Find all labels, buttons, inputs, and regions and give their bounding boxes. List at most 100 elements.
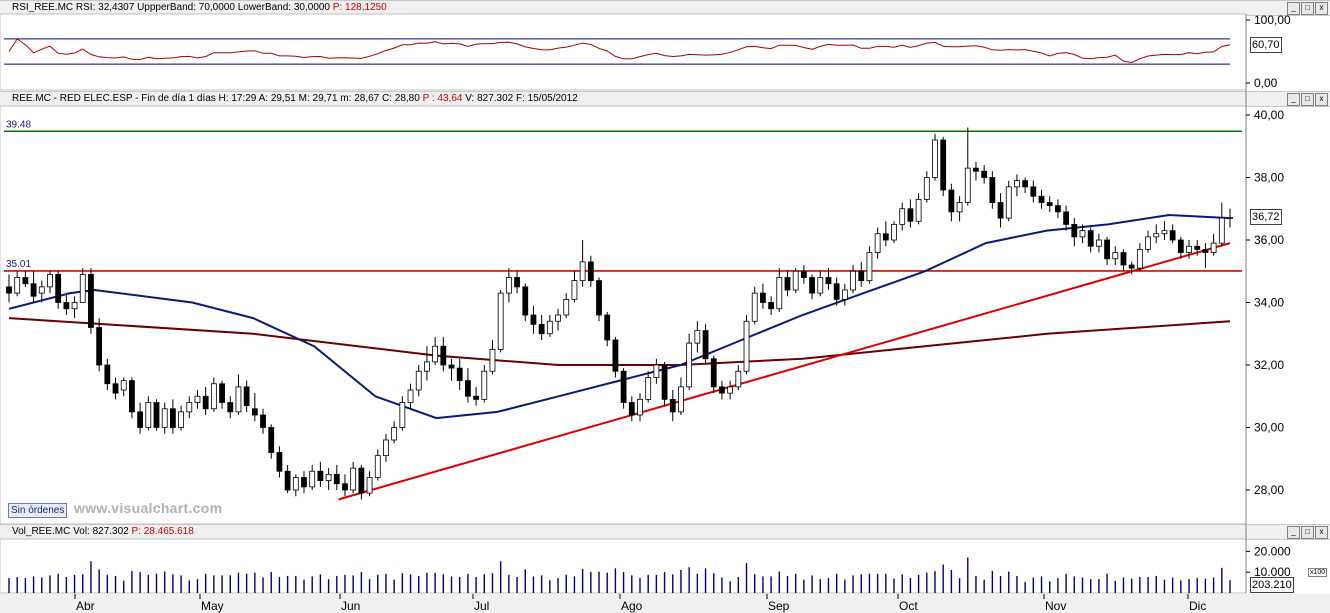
candle-up — [309, 470, 316, 488]
minimize-button[interactable]: _ — [1287, 93, 1300, 106]
price-window-controls: _ □ x — [1287, 93, 1328, 106]
rsi-current-value: 60,70 — [1250, 37, 1282, 53]
candle-up — [571, 280, 578, 300]
minimize-button[interactable]: _ — [1287, 2, 1300, 15]
price-current-value: 36,72 — [1250, 209, 1282, 225]
candlesticks — [6, 127, 1233, 500]
candle-up — [1153, 233, 1160, 238]
candle-up — [1112, 252, 1119, 260]
candle-down — [858, 270, 865, 282]
candle-down — [63, 302, 70, 310]
candle-up — [432, 345, 439, 363]
candle-down — [88, 273, 94, 328]
month-label: Jul — [474, 599, 489, 613]
candle-down — [833, 283, 840, 300]
maximize-button[interactable]: □ — [1301, 2, 1314, 15]
candle-down — [702, 330, 709, 360]
candle-down — [342, 483, 348, 491]
candle-up — [637, 398, 643, 416]
volume-tick-label: 10.000 — [1254, 565, 1291, 579]
candle-down — [202, 395, 209, 410]
candle-up — [489, 348, 496, 372]
candle-down — [940, 139, 947, 191]
candle-up — [1161, 230, 1168, 235]
candle-up — [391, 427, 398, 441]
candle-down — [1120, 252, 1127, 266]
month-label: Oct — [899, 599, 918, 613]
candle-down — [596, 280, 602, 316]
candle-up — [1095, 239, 1102, 247]
candle-up — [71, 302, 78, 310]
candle-down — [333, 473, 340, 485]
rsi-p-label: P: 128,1250 — [332, 2, 387, 13]
candle-up — [1218, 217, 1225, 244]
candle-down — [628, 402, 635, 416]
candle-down — [112, 383, 119, 394]
candle-down — [948, 189, 955, 213]
candle-down — [784, 277, 791, 291]
candle-up — [399, 402, 406, 428]
candle-down — [30, 283, 37, 297]
volume-scale-badge[interactable]: x100 — [1308, 568, 1328, 577]
candle-down — [800, 270, 807, 278]
candle-down — [137, 411, 144, 428]
month-label: Jun — [341, 599, 360, 613]
maximize-button[interactable]: □ — [1301, 93, 1314, 106]
candle-down — [473, 395, 479, 400]
close-button[interactable]: x — [1315, 526, 1328, 539]
candle-up — [964, 167, 971, 203]
sin-ordenes-button[interactable]: Sin órdenes — [8, 503, 68, 518]
close-button[interactable]: x — [1315, 2, 1328, 15]
minimize-button[interactable]: _ — [1287, 526, 1300, 539]
candle-down — [1071, 223, 1078, 238]
candle-down — [1128, 264, 1135, 269]
candle-up — [292, 477, 299, 491]
candle-up — [956, 202, 963, 213]
rsi-tick-label: 100,00 — [1254, 13, 1291, 27]
candle-down — [1087, 230, 1094, 247]
x-axis-bar — [0, 594, 1330, 613]
candle-down — [104, 364, 111, 385]
month-label: Nov — [1045, 599, 1066, 613]
candle-up — [47, 273, 53, 288]
candle-up — [1145, 236, 1151, 250]
candle-down — [620, 370, 627, 403]
candle-up — [866, 252, 873, 282]
price-tick-label: 28,00 — [1254, 483, 1284, 497]
candle-up — [366, 477, 373, 494]
maximize-button[interactable]: □ — [1301, 526, 1314, 539]
candle-down — [317, 470, 324, 482]
candle-up — [579, 261, 586, 282]
candle-up — [415, 370, 422, 391]
candle-up — [546, 320, 553, 335]
candle-up — [186, 402, 193, 413]
close-button[interactable]: x — [1315, 93, 1328, 106]
candle-up — [383, 439, 389, 457]
candle-up — [678, 386, 684, 413]
candle-up — [743, 320, 750, 372]
candle-down — [6, 286, 12, 294]
candle-down — [301, 477, 307, 488]
candle-down — [1063, 211, 1070, 225]
candle-up — [194, 395, 201, 403]
candle-up — [407, 389, 414, 403]
candle-up — [1079, 230, 1086, 238]
candle-up — [653, 364, 660, 378]
price-p-label: P : 43,64 — [422, 93, 463, 104]
candle-down — [882, 233, 889, 241]
candle-down — [219, 383, 225, 403]
candle-down — [981, 170, 988, 178]
candle-down — [1030, 186, 1037, 197]
candle-up — [645, 377, 652, 400]
candle-up — [776, 277, 783, 310]
price-tick-label: 34,00 — [1254, 296, 1284, 310]
candle-up — [686, 342, 693, 388]
candle-down — [464, 380, 471, 397]
candle-up — [841, 289, 848, 300]
candle-up — [424, 361, 430, 372]
candle-down — [719, 386, 725, 394]
candle-down — [522, 286, 529, 316]
candle-down — [1022, 180, 1029, 188]
rsi-upper-band-label: UppperBand: 70,0000 — [137, 2, 235, 13]
